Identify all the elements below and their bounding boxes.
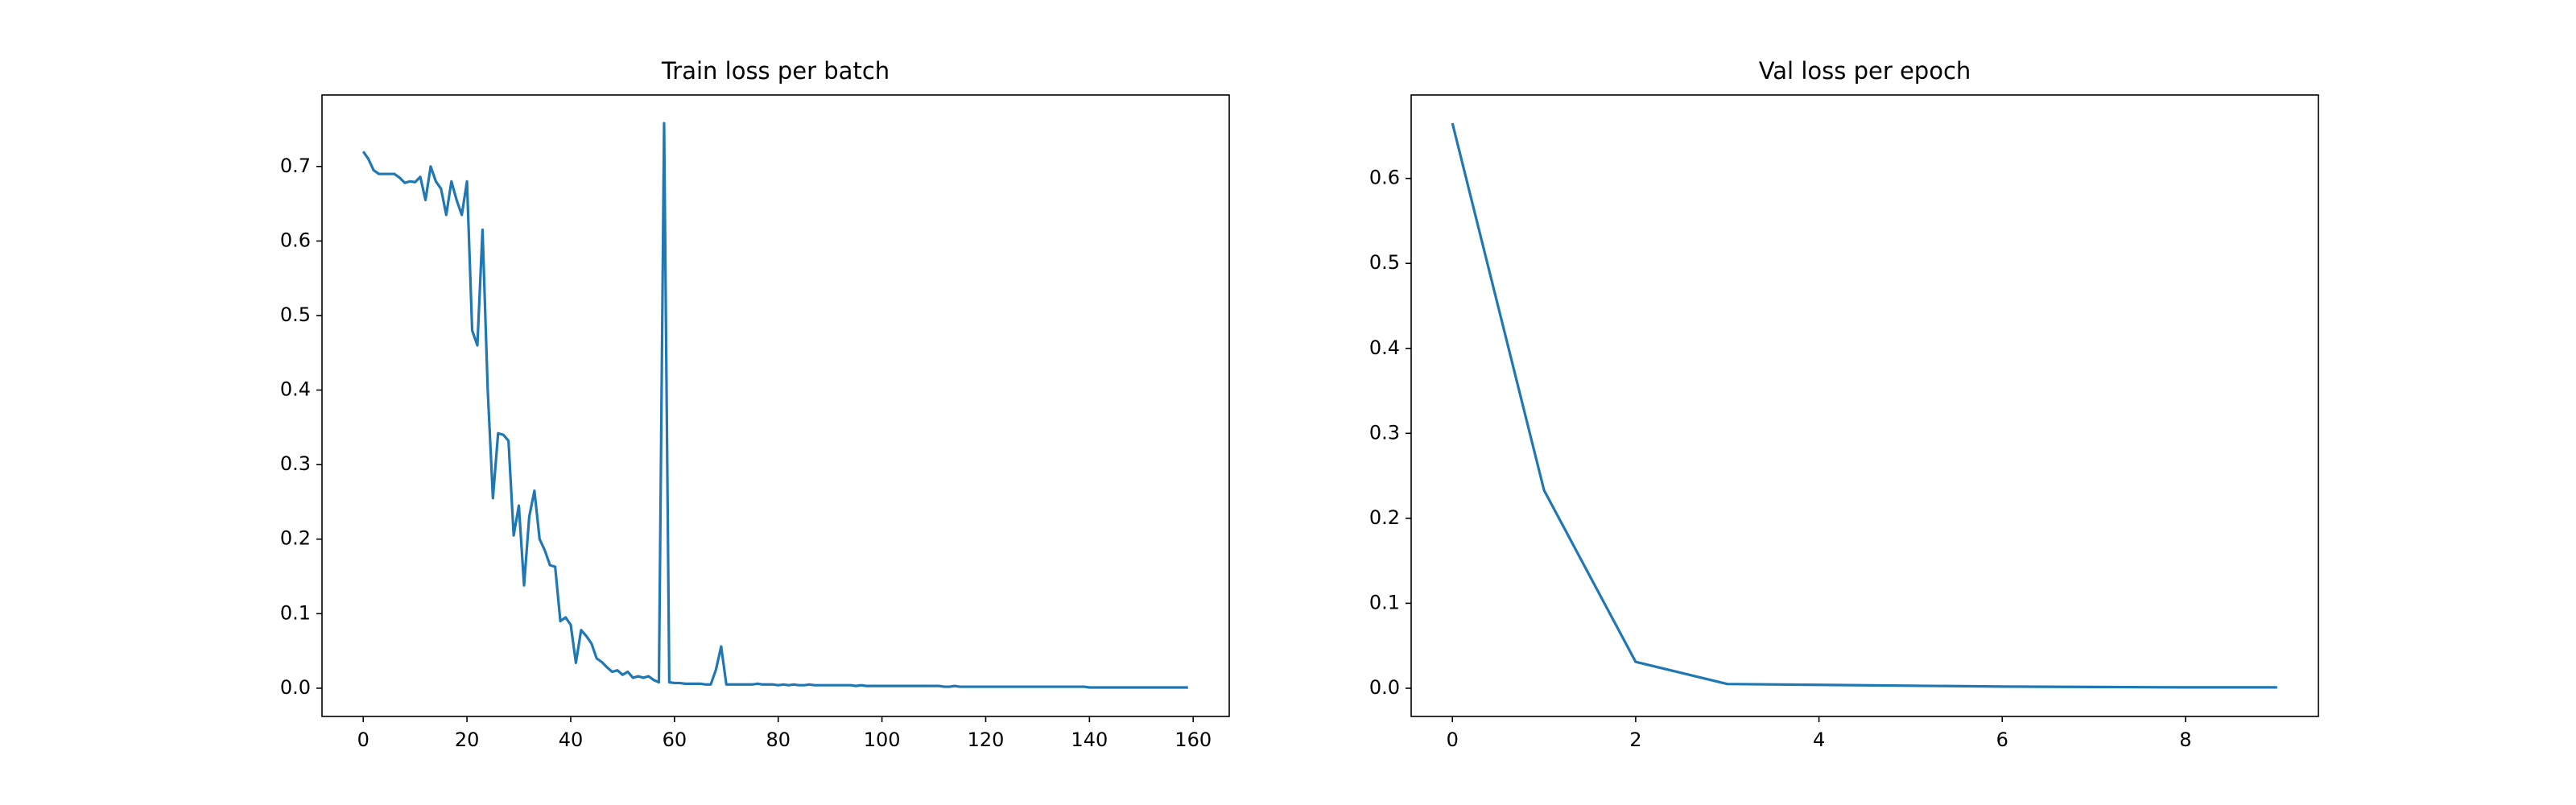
y-tick-label: 0.2 (1369, 506, 1400, 529)
x-tick-label: 40 (559, 729, 584, 751)
axes-frame (1410, 94, 2319, 717)
y-tick-label: 0.6 (280, 229, 311, 251)
x-tick-label: 4 (1813, 729, 1825, 751)
axes-frame (321, 94, 1230, 717)
x-tick-label: 60 (663, 729, 687, 751)
x-tick-label: 2 (1629, 729, 1641, 751)
loss-line (1451, 122, 2277, 689)
y-tick-label: 0.1 (1369, 591, 1400, 613)
y-tick-label: 0.4 (280, 378, 311, 401)
x-tick-label: 6 (1996, 729, 2008, 751)
chart-title: Val loss per epoch (1759, 57, 1971, 85)
x-tick-label: 80 (766, 729, 791, 751)
y-tick-label: 0.5 (1369, 251, 1400, 274)
y-tick-label: 0.0 (280, 676, 311, 699)
y-tick-label: 0.2 (280, 527, 311, 550)
x-tick-label: 140 (1071, 729, 1108, 751)
y-tick-label: 0.1 (280, 601, 311, 624)
loss-line (361, 122, 1188, 689)
x-tick-label: 120 (968, 729, 1005, 751)
y-tick-label: 0.3 (1369, 421, 1400, 444)
x-tick-label: 160 (1174, 729, 1212, 751)
x-tick-label: 20 (455, 729, 480, 751)
y-tick-label: 0.5 (280, 303, 311, 326)
x-tick-label: 100 (864, 729, 901, 751)
y-tick-label: 0.3 (280, 452, 311, 475)
y-tick-label: 0.6 (1369, 167, 1400, 189)
y-tick-label: 0.7 (280, 155, 311, 177)
y-tick-label: 0.0 (1369, 676, 1400, 699)
y-tick-label: 0.4 (1369, 336, 1400, 359)
chart-title: Train loss per batch (661, 57, 890, 85)
x-tick-label: 8 (2179, 729, 2191, 751)
x-tick-label: 0 (1447, 729, 1459, 751)
x-tick-label: 0 (357, 729, 369, 751)
